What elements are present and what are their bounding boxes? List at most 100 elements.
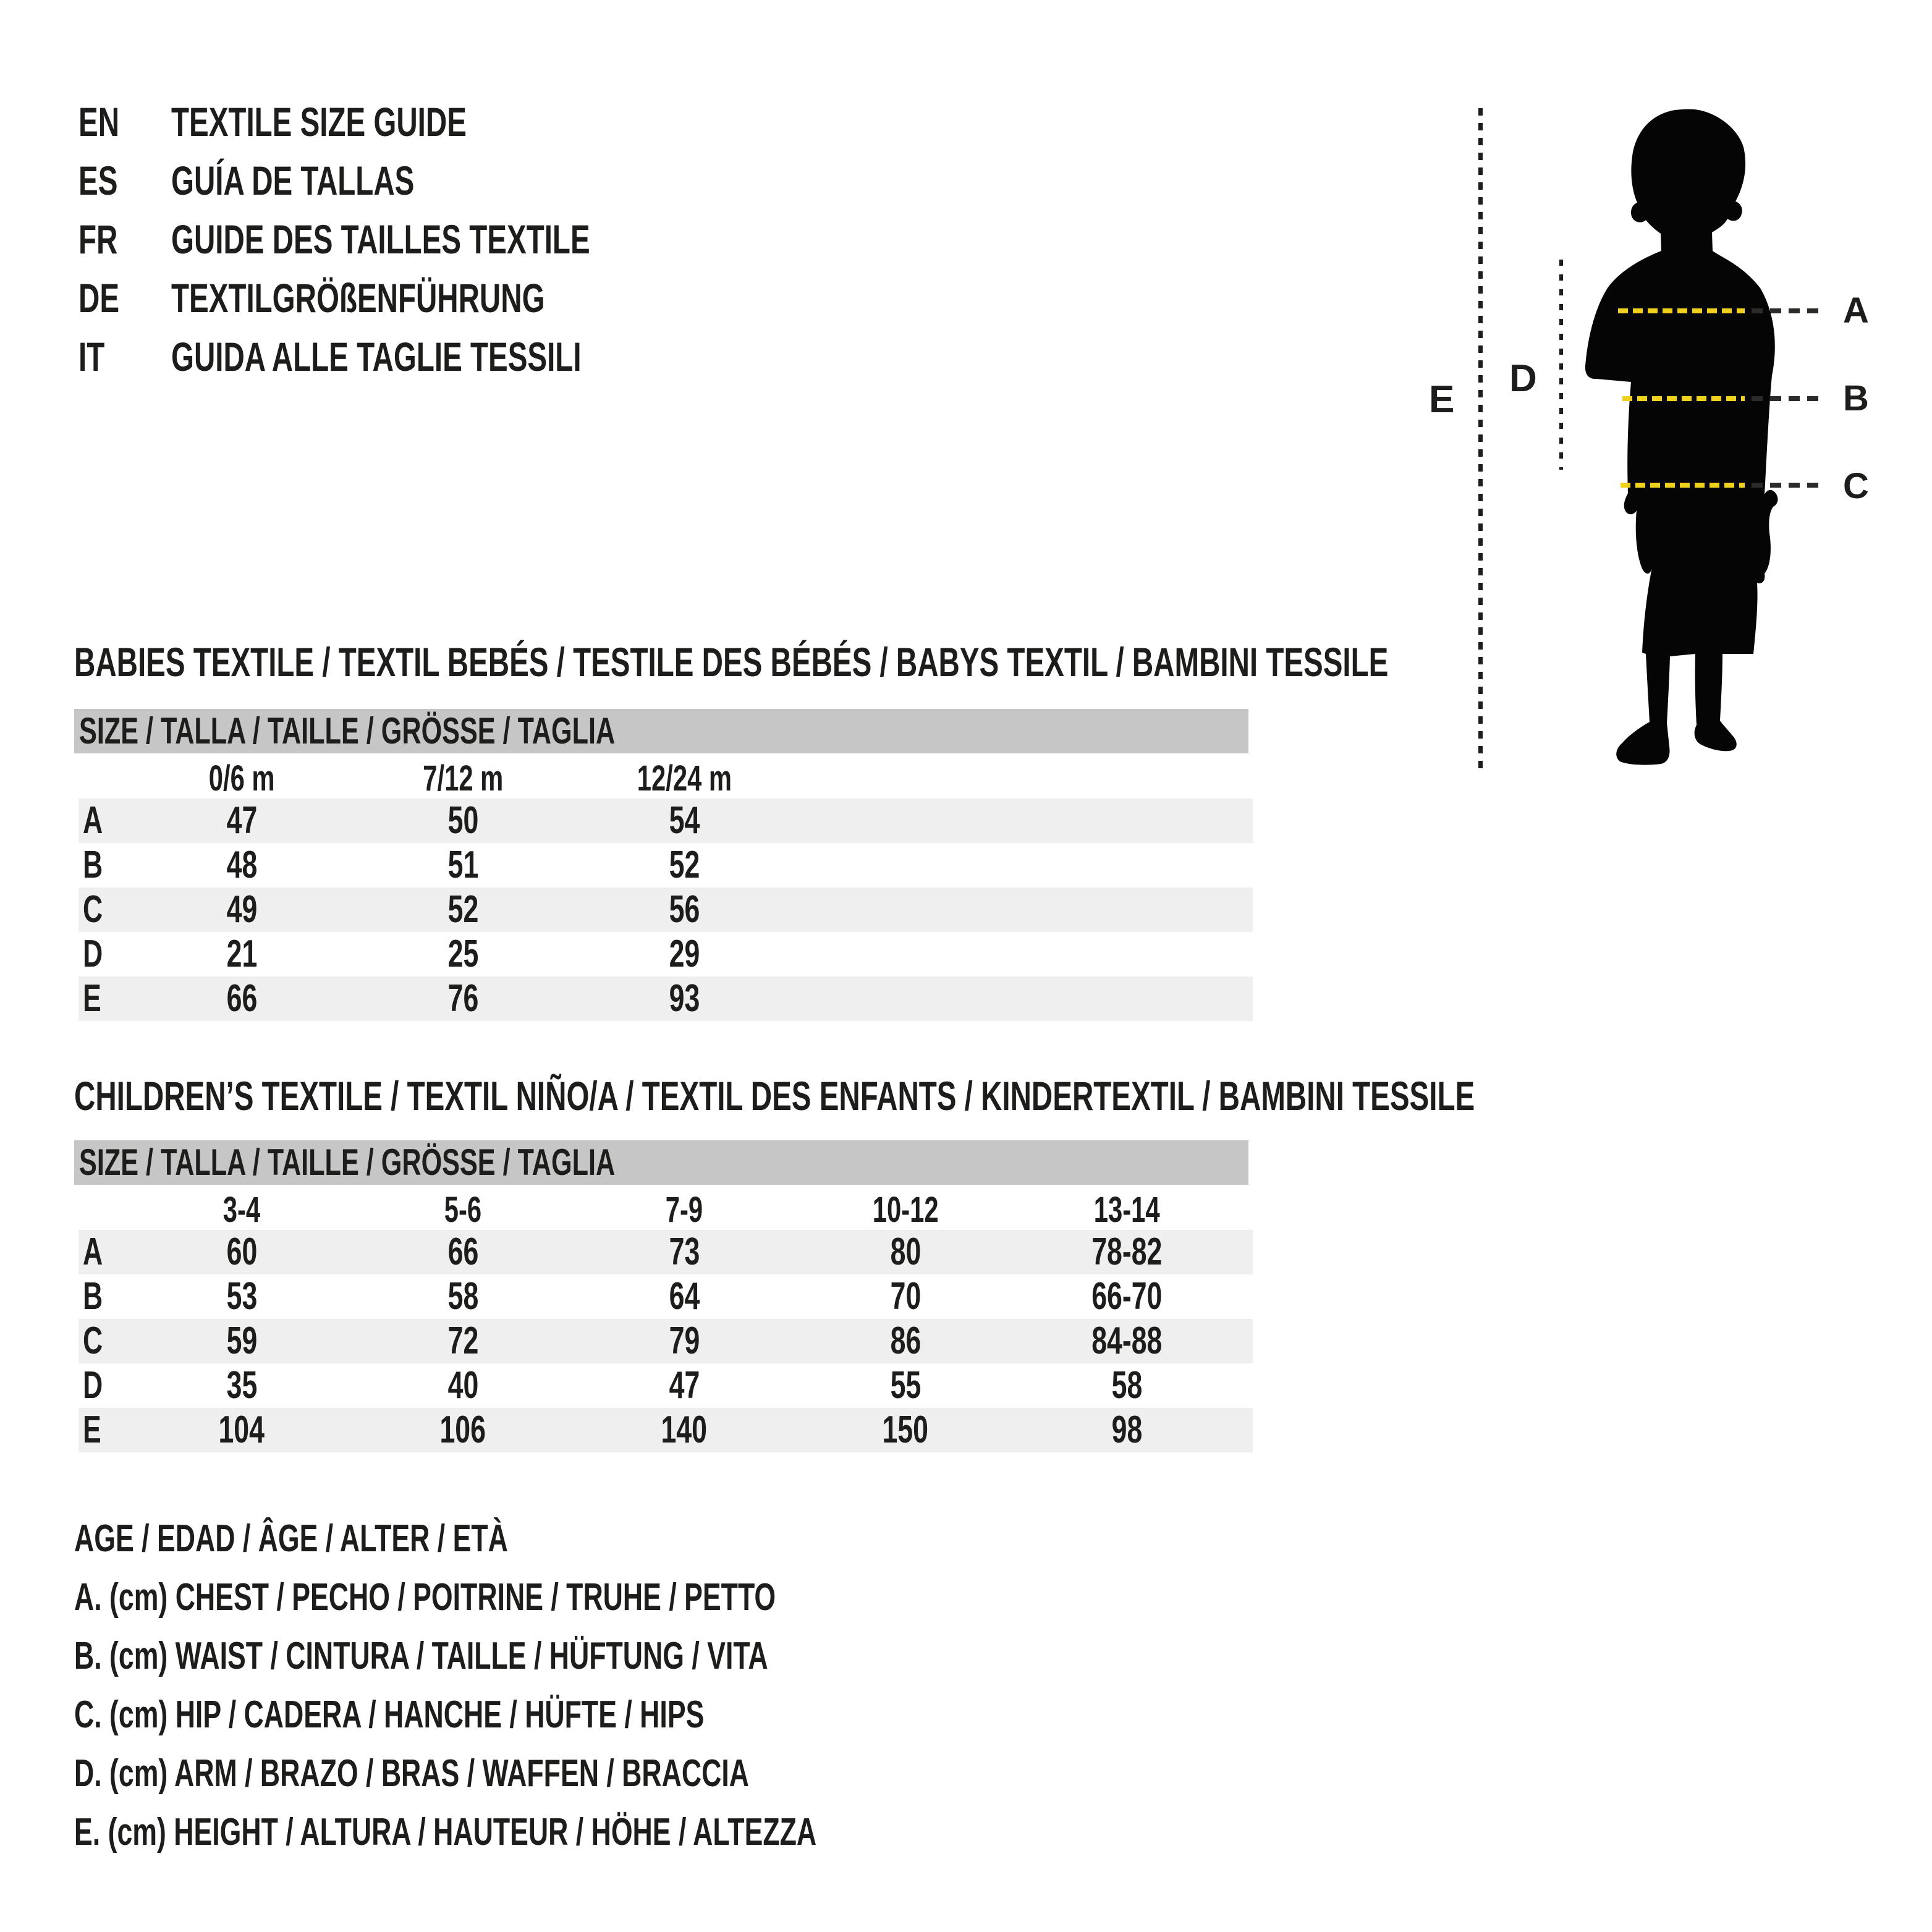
babies-table: 0/6 m 7/12 m 12/24 m A 47 50 54 B 48 51 52 C 49 52 56 D… (78, 759, 1253, 1021)
table-cell: 150 (882, 1409, 929, 1451)
column-header: 7-9 (665, 1190, 703, 1230)
row-label: C (83, 1320, 103, 1362)
language-title: TEXTILE SIZE GUIDE (171, 99, 467, 145)
row-label: B (83, 844, 103, 886)
column-header: 13-14 (1093, 1190, 1160, 1230)
language-title: GUÍA DE TALLAS (171, 158, 415, 203)
table-cell: 25 (447, 933, 478, 975)
measure-label-c: C (1843, 466, 1869, 506)
measure-label-d: D (1509, 357, 1537, 400)
table-header-row: 3-4 5-6 7-9 10-12 13-14 (78, 1190, 1253, 1230)
row-label: B (83, 1275, 103, 1318)
row-label: A (83, 1231, 103, 1273)
table-cell: 21 (226, 933, 257, 975)
table-cell: 50 (447, 799, 478, 842)
language-row: IT GUIDA ALLE TAGLIE TESSILI (78, 328, 753, 386)
language-title: TEXTILGRÖßENFÜHRUNG (171, 275, 545, 321)
table-cell: 58 (447, 1275, 478, 1318)
column-header: 12/24 m (637, 758, 732, 799)
measurement-legend: AGE / EDAD / ÂGE / ALTER / ETÀ A. (cm) C… (74, 1509, 1105, 1862)
corner-cell (78, 759, 131, 799)
table-cell: 29 (669, 933, 700, 975)
table-cell: 78-82 (1091, 1231, 1163, 1273)
legend-line: A. (cm) CHEST / PECHO / POITRINE / TRUHE… (74, 1576, 776, 1619)
measure-label-e: E (1429, 378, 1455, 421)
table-cell: 140 (661, 1409, 708, 1451)
table-cell: 76 (447, 977, 478, 1020)
table-cell: 47 (669, 1364, 700, 1407)
table-cell: 49 (226, 888, 257, 931)
legend-line: AGE / EDAD / ÂGE / ALTER / ETÀ (74, 1517, 508, 1560)
language-row: EN TEXTILE SIZE GUIDE (78, 93, 753, 151)
table-cell: 56 (669, 888, 700, 931)
table-row: E 66 76 93 (78, 977, 1253, 1021)
waist-tape-line-b (1622, 396, 1745, 401)
legend-line: D. (cm) ARM / BRAZO / BRAS / WAFFEN / BR… (74, 1752, 750, 1795)
hip-dash-line-c (1752, 483, 1823, 488)
row-label: D (83, 933, 103, 975)
table-cell: 104 (218, 1409, 265, 1451)
language-code: FR (78, 216, 118, 262)
table-cell: 47 (226, 799, 257, 842)
children-table: 3-4 5-6 7-9 10-12 13-14 A 60 66 73 80 78-82 B 53 58 64… (78, 1190, 1253, 1452)
legend-line: E. (cm) HEIGHT / ALTURA / HAUTEUR / HÖHE… (74, 1811, 817, 1854)
table-cell: 53 (226, 1275, 257, 1318)
language-row: FR GUIDE DES TAILLES TEXTILE (78, 210, 753, 269)
table-row: C 59 72 79 86 84-88 (78, 1319, 1253, 1363)
table-header-row: 0/6 m 7/12 m 12/24 m (78, 759, 1253, 799)
column-header: 0/6 m (208, 758, 275, 799)
table-row: B 48 51 52 (78, 843, 1253, 888)
language-code: DE (78, 275, 120, 321)
table-cell: 52 (447, 888, 478, 931)
table-row: D 35 40 47 55 58 (78, 1363, 1253, 1408)
row-label: E (83, 1409, 101, 1451)
table-row: E 104 106 140 150 98 (78, 1408, 1253, 1452)
table-cell: 66 (226, 977, 257, 1020)
table-cell: 73 (669, 1231, 700, 1273)
table-cell: 72 (447, 1320, 478, 1362)
row-label: D (83, 1364, 103, 1407)
language-title-list: EN TEXTILE SIZE GUIDE ES GUÍA DE TALLAS … (78, 93, 753, 386)
table-cell: 66 (447, 1231, 478, 1273)
table-row: B 53 58 64 70 66-70 (78, 1274, 1253, 1319)
table-cell: 93 (669, 977, 700, 1020)
chest-dash-line-a (1752, 308, 1823, 313)
table-cell: 55 (890, 1364, 921, 1407)
measure-label-b: B (1843, 378, 1869, 418)
height-measure-line-e (1478, 108, 1483, 768)
corner-cell (78, 1190, 131, 1230)
child-silhouette-icon (1585, 109, 1778, 765)
waist-dash-line-b (1752, 396, 1823, 401)
table-cell: 48 (226, 844, 257, 886)
language-row: DE TEXTILGRÖßENFÜHRUNG (78, 269, 753, 328)
language-code: ES (78, 158, 118, 203)
legend-line: B. (cm) WAIST / CINTURA / TAILLE / HÜFTU… (74, 1635, 768, 1677)
table-cell: 60 (226, 1231, 257, 1273)
legend-line: C. (cm) HIP / CADERA / HANCHE / HÜFTE / … (74, 1693, 705, 1736)
language-row: ES GUÍA DE TALLAS (78, 151, 753, 210)
table-cell: 84-88 (1091, 1320, 1163, 1362)
table-row: A 60 66 73 80 78-82 (78, 1230, 1253, 1274)
column-header: 3-4 (222, 1190, 261, 1230)
table-cell: 40 (447, 1364, 478, 1407)
babies-section-title: BABIES TEXTILE / TEXTIL BEBÉS / TESTILE … (74, 639, 1389, 685)
measure-label-a: A (1843, 290, 1869, 331)
table-cell: 98 (1111, 1409, 1142, 1451)
row-label: C (83, 888, 103, 931)
column-header: 10-12 (872, 1190, 939, 1230)
table-row: C 49 52 56 (78, 888, 1253, 932)
table-row: D 21 25 29 (78, 932, 1253, 977)
table-cell: 66-70 (1091, 1275, 1163, 1318)
table-cell: 64 (669, 1275, 700, 1318)
table-cell: 52 (669, 844, 700, 886)
table-cell: 106 (439, 1409, 486, 1451)
row-label: A (83, 799, 103, 842)
language-code: EN (78, 99, 120, 145)
chest-tape-line-a (1618, 308, 1745, 313)
row-label: E (83, 977, 101, 1020)
column-header: 5-6 (444, 1190, 482, 1230)
table-cell: 80 (890, 1231, 921, 1273)
column-header: 7/12 m (422, 758, 504, 799)
arm-measure-line-d (1559, 260, 1563, 470)
